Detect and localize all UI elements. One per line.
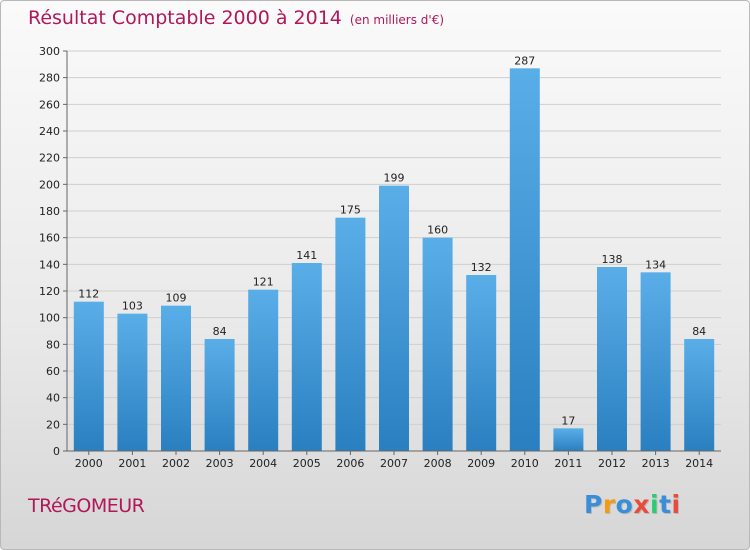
- x-tick-label: 2004: [249, 457, 277, 470]
- value-label-2010: 287: [514, 54, 535, 67]
- value-label-2000: 112: [78, 288, 99, 301]
- title-row: Résultat Comptable 2000 à 2014 (en millie…: [28, 7, 444, 29]
- x-tick-label: 2007: [380, 457, 408, 470]
- bar-2001: [117, 313, 148, 451]
- value-label-2014: 84: [692, 325, 706, 338]
- bar-2012: [597, 267, 627, 451]
- y-tick-label: 300: [39, 45, 60, 58]
- x-tick-label: 2009: [467, 457, 495, 470]
- x-tick-label: 2002: [162, 457, 190, 470]
- x-tick-label: 2001: [118, 457, 146, 470]
- x-tick-label: 2013: [642, 457, 670, 470]
- y-tick-label: 140: [39, 258, 60, 271]
- value-label-2012: 138: [602, 253, 623, 266]
- x-tick-label: 2005: [293, 457, 321, 470]
- value-label-2005: 141: [296, 249, 317, 262]
- x-tick-label: 2003: [206, 457, 234, 470]
- value-label-2013: 134: [645, 258, 666, 271]
- logo-letter: t: [659, 490, 672, 519]
- commune-name: TRéGOMEUR: [28, 495, 145, 517]
- bar-2006: [335, 217, 366, 451]
- bar-2002: [161, 305, 191, 451]
- bars: 112 103 109 84 121 141 175 199 160 132 287 17 138 134…: [73, 54, 715, 451]
- y-tick-label: 40: [46, 392, 60, 405]
- bar-2000: [73, 301, 104, 451]
- y-tick-label: 240: [39, 125, 60, 138]
- logo-letter: P: [584, 490, 603, 519]
- x-tick-label: 2010: [511, 457, 539, 470]
- value-label-2007: 199: [384, 172, 405, 185]
- chart-subtitle: (en milliers d'€): [349, 13, 445, 27]
- y-tick-label: 20: [46, 418, 60, 431]
- x-axis: 2000 2001 2002 2003 2004 2005 2006 2007 2008 2009…: [67, 450, 721, 470]
- bar-2008: [422, 237, 453, 451]
- logo-letter: x: [633, 490, 650, 519]
- y-tick-label: 60: [46, 365, 60, 378]
- value-label-2002: 109: [166, 292, 187, 305]
- bar-2014: [684, 339, 715, 451]
- bar-2003: [204, 339, 235, 451]
- value-label-2008: 160: [427, 224, 448, 237]
- y-axis: 0 20 40 60 80 100 120 140 160 180 200 220 240 260 280 3…: [39, 45, 68, 458]
- logo-letter: i: [650, 490, 660, 519]
- y-tick-label: 160: [39, 232, 60, 245]
- logo-letter: i: [671, 490, 681, 519]
- x-tick-label: 2008: [424, 457, 452, 470]
- value-label-2003: 84: [213, 325, 227, 338]
- bar-2009: [466, 275, 497, 451]
- y-tick-label: 80: [46, 338, 60, 351]
- bar-2007: [379, 185, 409, 451]
- value-label-2001: 103: [122, 300, 143, 313]
- bar-2004: [248, 289, 279, 451]
- x-tick-label: 2012: [598, 457, 626, 470]
- bar-2010: [509, 68, 540, 451]
- value-label-2011: 17: [561, 414, 575, 427]
- x-tick-label: 2014: [685, 457, 713, 470]
- chart-title: Résultat Comptable 2000 à 2014: [28, 7, 342, 29]
- value-label-2009: 132: [471, 261, 492, 274]
- bar-2005: [291, 263, 322, 451]
- y-tick-label: 220: [39, 152, 60, 165]
- x-tick-label: 2011: [554, 457, 582, 470]
- logo-letter: o: [615, 490, 634, 519]
- bar-2011: [553, 428, 584, 451]
- x-tick-label: 2006: [336, 457, 364, 470]
- logo-letter: r: [602, 490, 616, 519]
- x-tick-label: 2000: [75, 457, 103, 470]
- y-tick-label: 100: [39, 312, 60, 325]
- y-tick-label: 200: [39, 178, 60, 191]
- y-tick-label: 260: [39, 98, 60, 111]
- y-tick-label: 0: [53, 445, 60, 458]
- y-tick-label: 280: [39, 72, 60, 85]
- value-label-2004: 121: [253, 276, 274, 289]
- y-tick-label: 120: [39, 285, 60, 298]
- value-label-2006: 175: [340, 204, 361, 217]
- bar-2013: [640, 272, 671, 451]
- y-tick-label: 180: [39, 205, 60, 218]
- proxiti-logo[interactable]: Proxiti: [584, 490, 681, 519]
